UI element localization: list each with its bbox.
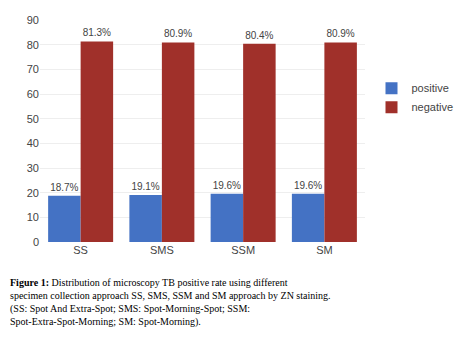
svg-text:80.9%: 80.9%: [326, 28, 354, 39]
svg-text:80.4%: 80.4%: [245, 30, 273, 41]
svg-text:SMS: SMS: [150, 244, 174, 256]
svg-text:19.6%: 19.6%: [213, 180, 241, 191]
svg-text:40: 40: [27, 137, 39, 149]
svg-text:80: 80: [27, 39, 39, 51]
svg-text:SM: SM: [316, 244, 333, 256]
svg-text:90: 90: [27, 14, 39, 26]
svg-text:positive: positive: [412, 82, 449, 94]
svg-text:60: 60: [27, 88, 39, 100]
svg-text:10: 10: [27, 211, 39, 223]
svg-text:18.7%: 18.7%: [50, 182, 78, 193]
svg-text:19.6%: 19.6%: [294, 180, 322, 191]
svg-text:70: 70: [27, 63, 39, 75]
svg-text:0: 0: [33, 236, 39, 248]
svg-text:20: 20: [27, 187, 39, 199]
svg-text:81.3%: 81.3%: [83, 27, 111, 38]
svg-text:19.1%: 19.1%: [131, 181, 159, 192]
svg-text:SSM: SSM: [231, 244, 255, 256]
svg-text:SS: SS: [73, 244, 88, 256]
svg-text:Figure 1: Distribution of micr: Figure 1: Distribution of microscopy TB …: [10, 277, 331, 328]
svg-text:negative: negative: [412, 101, 454, 113]
svg-text:80.9%: 80.9%: [164, 28, 192, 39]
svg-text:30: 30: [27, 162, 39, 174]
svg-text:50: 50: [27, 113, 39, 125]
